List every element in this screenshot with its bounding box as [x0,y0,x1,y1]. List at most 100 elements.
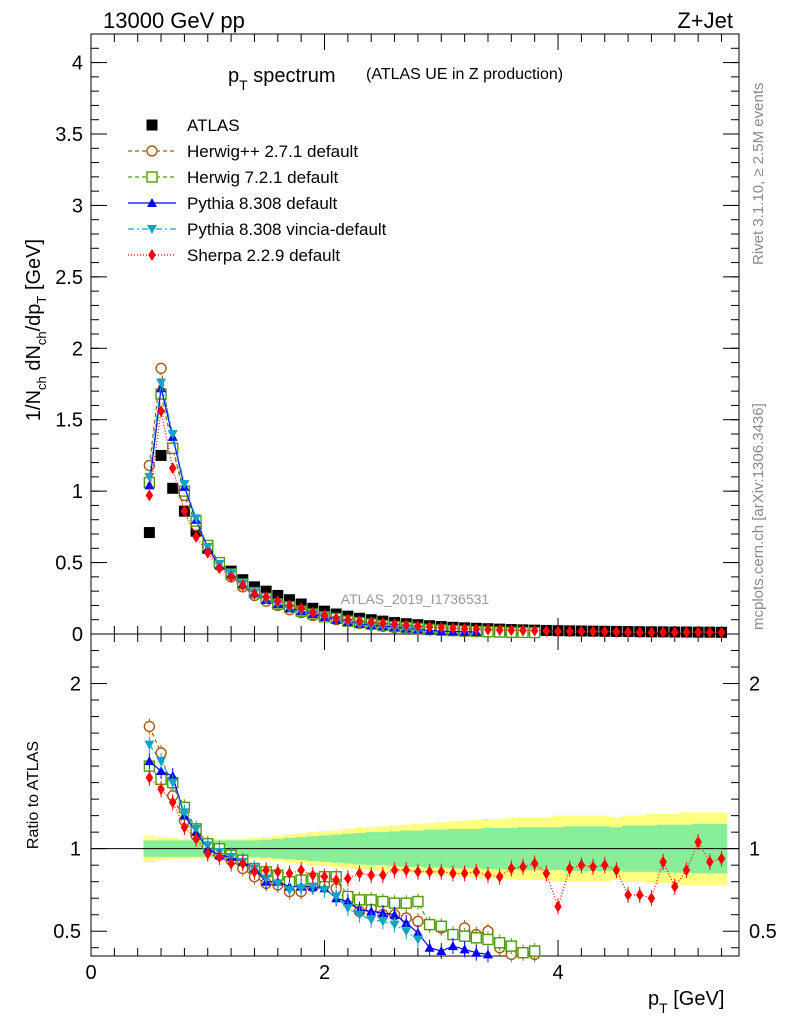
data-point [659,626,667,639]
ratio-point [191,824,202,834]
data-point [155,362,167,374]
ratio-point [168,796,177,809]
data-point [355,615,364,628]
data-point [180,505,189,518]
ratio-point [435,920,447,932]
data-point [589,625,597,638]
plot-title: pT spectrum [228,65,336,93]
y-tick-label: 3.5 [55,124,83,146]
site-info-label: mcplots.cern.ch [arXiv:1306.3436] [750,403,767,630]
ratio-point [459,944,470,954]
legend-marker [146,145,158,157]
ratio-point [344,872,352,885]
ratio-point [425,865,434,878]
ratio-point [389,920,400,930]
data-point [449,622,457,635]
ratio-point [412,935,423,945]
ratio-point [636,888,644,901]
ratio-point [717,852,726,865]
data-point [600,625,609,638]
legend: ATLAS Herwig++ 2.7.1 default Herwig 7.2.1 … [128,116,387,265]
y-tick-label: 3 [72,195,83,217]
series-line [148,411,722,634]
ratio-point [412,895,424,908]
ratio-point [342,904,353,914]
data-point [671,626,679,639]
legend-entry-sherpa-2-2-9-default: Sherpa 2.2.9 default [128,246,340,265]
data-point [519,624,527,637]
data-point [437,621,446,634]
data-point [143,459,156,472]
ratio-point [331,892,342,902]
data-point [425,620,434,633]
ratio-point [309,869,317,882]
ratio-point [577,859,586,872]
ratio-point [307,882,318,892]
main-series-group [143,362,727,639]
series-line [148,382,418,631]
ratio-point [401,927,412,937]
data-point [309,606,317,619]
ratio-point [262,864,270,877]
ratio-point [284,885,295,895]
data-point [507,624,516,637]
data-point [215,562,224,575]
y-tick-label: 4 [72,53,83,75]
ratio-axis-ticks: 0.5 0.5 1 1 2 2 0 2 4 [53,634,777,984]
ratio-point [470,932,482,944]
data-point [542,625,551,637]
ratio-point [682,864,691,877]
data-point [157,405,165,418]
ratio-y-tick-label: 2 [70,674,81,696]
legend-entry-pythia-8-308-vincia-default: Pythia 8.308 vincia-default [128,220,387,239]
ratio-point [297,864,305,877]
data-point [577,625,586,638]
ratio-point [482,949,493,959]
ratio-point [612,864,621,877]
y-tick-label: 0 [72,624,83,646]
ratio-point [365,894,377,906]
y-tick-label: 2 [72,338,83,360]
ratio-point [285,867,294,880]
y-tick-label: 1 [72,481,83,503]
ratio-point [319,885,330,895]
series-sherpa-2-2-9-default [145,405,726,639]
ratio-point [460,867,469,880]
ratio-point [167,778,178,788]
data-point [682,626,691,639]
data-point [144,472,155,482]
data-point [390,618,399,631]
data-point [262,590,270,603]
ratio-point [414,865,422,878]
data-point [297,602,305,615]
legend-entry-atlas: ATLAS [146,116,240,135]
data-point [191,514,202,524]
legend-label: ATLAS [187,116,240,135]
data-point [472,623,481,636]
legend-entry-herwig-2-7-1-default: Herwig++ 2.7.1 default [128,142,358,161]
ratio-point [517,946,529,959]
data-point [612,625,621,638]
data-point [565,625,574,638]
ratio-point [694,836,702,849]
series-line [148,393,535,634]
ratio-point [484,869,492,882]
legend-label: Herwig 7.2.1 default [187,168,338,187]
ratio-line [148,726,535,955]
ratio-point [274,865,282,878]
data-point [145,489,154,502]
ratio-point [659,855,667,868]
ratio-point [204,847,212,860]
ratio-point [366,906,377,916]
data-point [274,595,282,608]
ratio-point [482,933,494,946]
ratio-point [192,832,200,845]
ratio-point [377,908,388,918]
legend-label: Sherpa 2.2.9 default [187,246,340,265]
plot-subtitle: (ATLAS UE in Z production) [366,66,563,83]
x-tick-label: 0 [85,962,96,984]
main-ylabel: 1/Nch dNch/dpT [GeV] [23,239,49,421]
ratio-point [530,857,539,870]
ratio-point [436,946,447,956]
